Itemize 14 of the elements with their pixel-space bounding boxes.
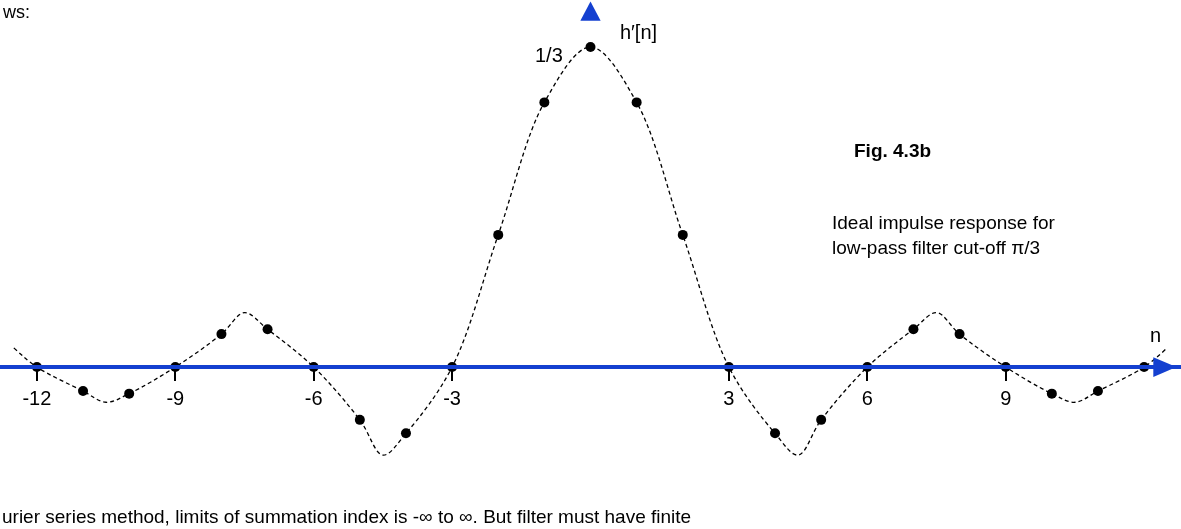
x-tick-label: -6: [304, 387, 323, 410]
x-tick-label: 3: [723, 387, 735, 410]
text: Ideal impulse response for low-pass filter cut-off π/3: [832, 212, 1056, 258]
x-tick-label: -3: [443, 387, 461, 410]
x-tick-label: -12: [22, 387, 52, 410]
text: ws:: [2, 2, 30, 22]
y-axis-title: h′[n]: [620, 21, 658, 43]
text: urier series method, limits of summation index is -∞ to ∞. But filter must have finite: [2, 506, 692, 527]
annotation: 1/3: [535, 44, 563, 66]
text: Fig. 4.3b: [854, 140, 932, 161]
x-tick-label: 6: [861, 387, 873, 410]
x-tick-label: 9: [1000, 387, 1012, 410]
x-tick-label: -9: [166, 387, 185, 410]
x-axis-title: n: [1150, 324, 1162, 346]
